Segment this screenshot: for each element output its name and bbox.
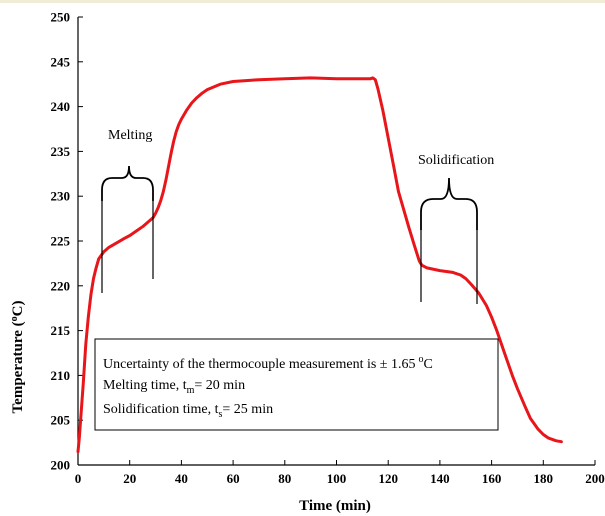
- y-tick-label: 215: [51, 323, 71, 338]
- temperature-series-line: [76, 76, 563, 454]
- solidification-bracket: [420, 177, 478, 304]
- y-axis-label: Temperature (oC): [9, 301, 26, 414]
- x-tick-label: 60: [227, 471, 240, 486]
- y-tick-label: 210: [51, 368, 71, 383]
- x-tick-label: 100: [327, 471, 347, 486]
- y-tick-label: 240: [51, 99, 71, 114]
- x-tick-label: 80: [278, 471, 291, 486]
- x-axis-label: Time (min): [299, 498, 371, 514]
- x-tick-label: 20: [123, 471, 136, 486]
- melting-bracket: [101, 165, 154, 293]
- info-box: [94, 338, 499, 431]
- x-tick-label: 200: [585, 471, 605, 486]
- melting-label: Melting: [108, 128, 152, 143]
- solidification-label: Solidification: [418, 153, 494, 168]
- y-axis-label-text: Temperature (: [10, 321, 26, 413]
- y-tick-label: 205: [51, 413, 71, 428]
- y-tick-label: 220: [51, 278, 71, 293]
- y-tick-label: 245: [51, 54, 71, 69]
- top-accent-bar: [0, 0, 605, 3]
- x-tick-label: 40: [175, 471, 188, 486]
- info-line-solidification-time: Solidification time, ts= 25 min: [103, 402, 273, 420]
- y-tick-label: 200: [51, 458, 71, 473]
- y-tick-label: 250: [51, 10, 71, 25]
- y-tick-label: 230: [51, 189, 71, 204]
- x-tick-label: 120: [378, 471, 398, 486]
- y-tick-label: 225: [51, 234, 71, 249]
- x-tick-label: 0: [75, 471, 82, 486]
- x-tick-label: 180: [534, 471, 554, 486]
- y-axis-ticks: 200 205 210 215 220 225 230 235 240 245 250: [51, 10, 83, 473]
- y-axis-label-degree: o: [9, 316, 20, 321]
- y-axis-label-unit: C): [10, 301, 26, 317]
- info-line-melting-time: Melting time, tm= 20 min: [103, 378, 245, 396]
- x-axis-ticks: 0 20 40 60 80 100 120 140 160 180 200: [75, 460, 605, 486]
- x-tick-label: 140: [430, 471, 450, 486]
- x-tick-label: 160: [482, 471, 502, 486]
- y-tick-label: 235: [51, 144, 71, 159]
- info-line-uncertainty: Uncertainty of the thermocouple measurem…: [103, 354, 433, 372]
